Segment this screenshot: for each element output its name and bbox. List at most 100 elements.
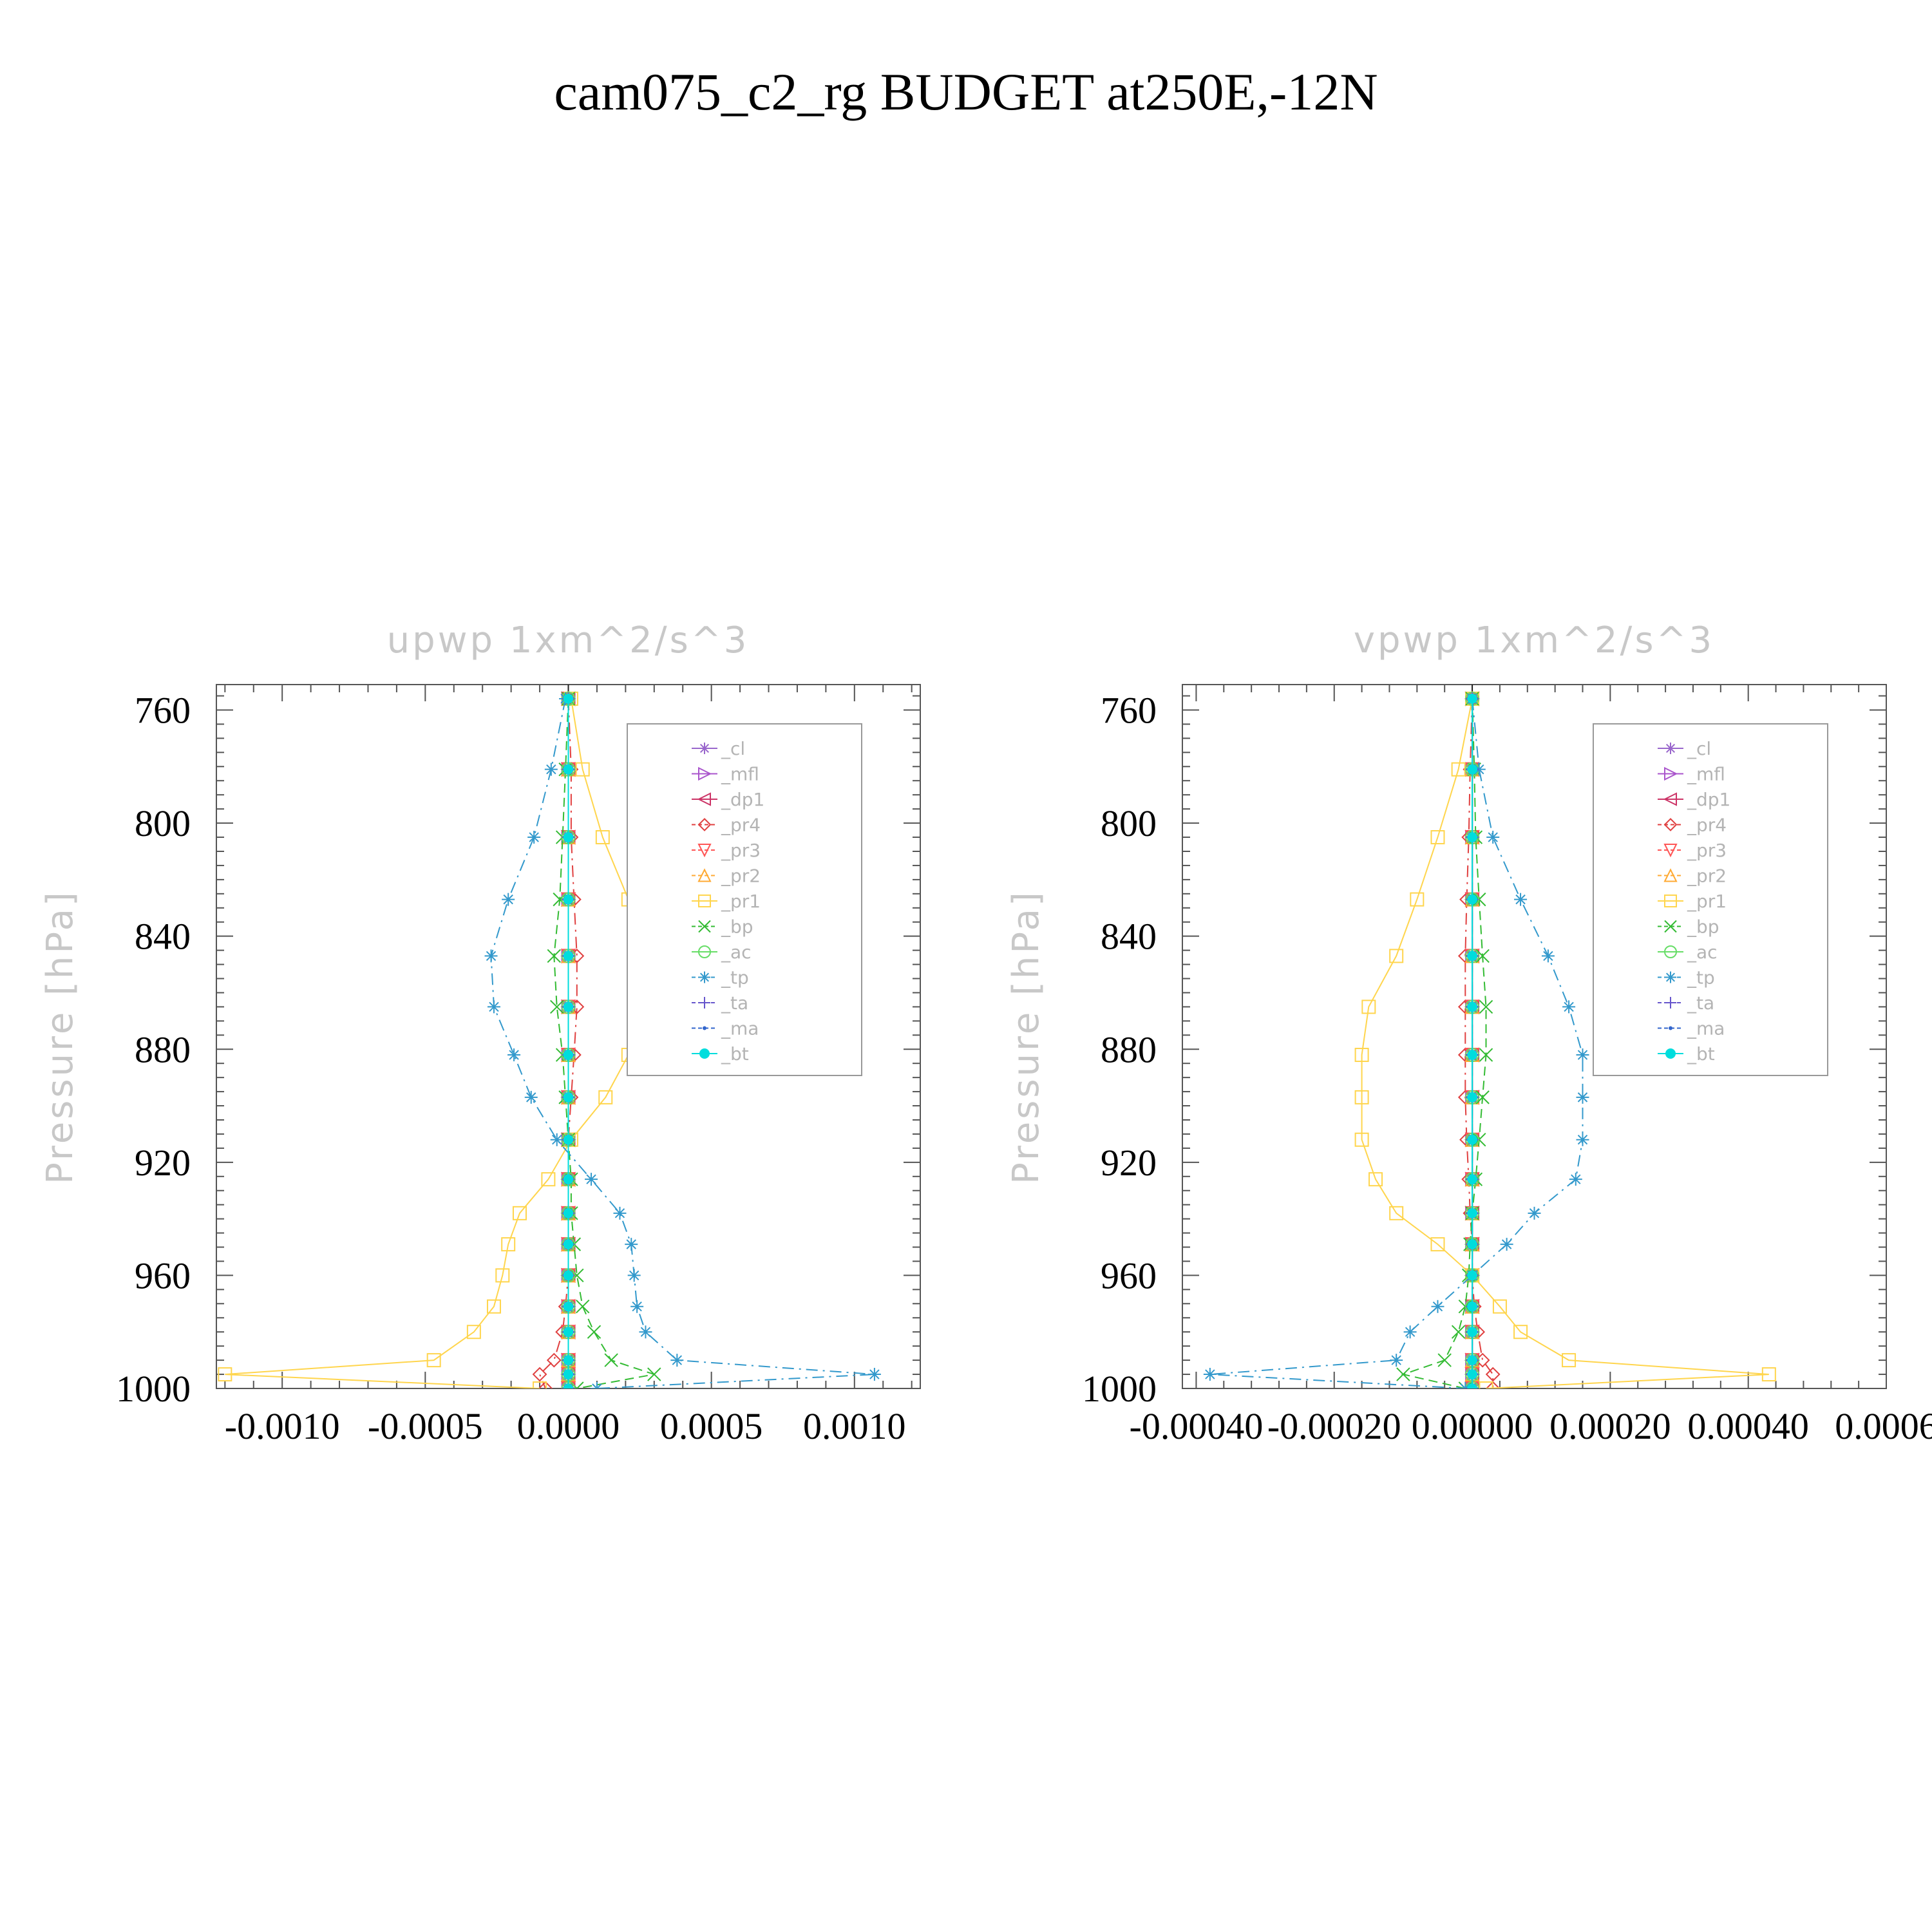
- legend-label: _pr4: [721, 815, 761, 836]
- y-tick-label: 800: [135, 802, 191, 844]
- data-point: [613, 1206, 627, 1220]
- legend: _cl _mfl _dp1 _pr4 _pr3 _pr2 _pr1 _bp _ac _tp _ta _…: [627, 723, 862, 1076]
- data-point: [1576, 1048, 1589, 1062]
- data-point: [1528, 1206, 1541, 1220]
- data-point: [563, 1270, 574, 1281]
- data-point: [1475, 1090, 1490, 1104]
- legend-label: _bt: [1687, 1043, 1715, 1065]
- data-point: [563, 1369, 574, 1380]
- data-point: [1451, 762, 1466, 777]
- legend-box: [1593, 723, 1828, 1076]
- series-line: [1361, 698, 1769, 1388]
- legend-label: _ma: [1687, 1018, 1725, 1039]
- legend-marker: [1665, 997, 1676, 1009]
- x-tick-label: 0.00000: [1412, 1405, 1533, 1447]
- data-point: [1467, 1050, 1478, 1061]
- legend: _cl _mfl _dp1 _pr4 _pr3 _pr2 _pr1 _bp _ac _tp _ta _…: [1593, 723, 1828, 1076]
- data-point: [1467, 1208, 1478, 1218]
- y-tick-label: 840: [135, 916, 191, 958]
- series-line: [1401, 698, 1487, 1388]
- data-point: [1467, 1001, 1478, 1012]
- x-tick-label: -0.0010: [225, 1405, 340, 1447]
- data-point: [563, 1092, 574, 1103]
- data-point: [1761, 1367, 1776, 1382]
- data-point: [1354, 1048, 1369, 1063]
- legend-label: _bp: [721, 916, 753, 938]
- legend-marker: [697, 818, 712, 831]
- legend-marker: [1663, 868, 1678, 882]
- data-point: [1485, 1367, 1501, 1382]
- chart-panel-2: vpwp 1xm^2/s^3 Pressure [hPa] 760 800 840 880…: [1005, 620, 1932, 1447]
- data-point: [1203, 1368, 1217, 1381]
- data-point: [563, 951, 574, 961]
- data-point: [550, 1133, 564, 1146]
- y-tick-label: 960: [1101, 1255, 1157, 1296]
- legend-label: _tp: [1687, 967, 1715, 989]
- data-point: [1467, 1301, 1478, 1312]
- x-tick-label: -0.0005: [368, 1405, 483, 1447]
- data-point: [218, 1367, 232, 1382]
- data-point: [1569, 1173, 1582, 1186]
- y-axis-label: Pressure [hPa]: [39, 889, 81, 1184]
- y-tick-label: 960: [135, 1255, 191, 1296]
- y-tick-label: 760: [135, 690, 191, 732]
- data-point: [1479, 1048, 1493, 1062]
- data-point: [1467, 832, 1478, 843]
- data-point: [495, 1268, 510, 1283]
- data-point: [1485, 1381, 1501, 1388]
- y-axis-label: Pressure [hPa]: [1005, 889, 1047, 1184]
- data-point: [1467, 764, 1478, 775]
- data-point: [563, 894, 574, 905]
- x-tick-label: 0.0000: [517, 1405, 620, 1447]
- data-point: [486, 1299, 501, 1314]
- legend-label: _ta: [721, 992, 748, 1014]
- data-point: [563, 1301, 574, 1312]
- legend-marker: [697, 844, 712, 858]
- legend-label: _ac: [721, 942, 752, 963]
- data-point: [507, 1048, 521, 1062]
- chart-panel-1: upwp 1xm^2/s^3 Pressure [hPa] 760 800 840 880…: [39, 620, 921, 1447]
- series-bt: [1467, 693, 1478, 1388]
- legend-marker: [1664, 945, 1677, 958]
- data-point: [1500, 1238, 1513, 1251]
- x-tick-label: -0.00040: [1130, 1405, 1264, 1447]
- y-tick-label: 920: [135, 1142, 191, 1184]
- data-point: [502, 893, 515, 906]
- legend-label: _pr2: [1687, 866, 1727, 887]
- legend-marker: [1665, 1048, 1676, 1059]
- data-point: [639, 1325, 652, 1339]
- data-point: [1541, 949, 1555, 963]
- data-point: [1403, 1325, 1417, 1339]
- series-tp: [1203, 692, 1589, 1388]
- legend-marker: [1665, 971, 1676, 983]
- data-point: [466, 1325, 481, 1340]
- data-point: [1467, 1369, 1478, 1380]
- legend-label: _mfl: [1687, 764, 1725, 785]
- data-point: [563, 1327, 574, 1338]
- legend-marker: [697, 792, 711, 806]
- y-tick-label: 800: [1101, 802, 1157, 844]
- legend-marker: [1663, 792, 1677, 806]
- data-point: [563, 693, 574, 704]
- data-point: [563, 1208, 574, 1218]
- data-point: [1467, 894, 1478, 905]
- data-point: [544, 762, 558, 776]
- data-point: [1472, 762, 1486, 776]
- series-line: [1209, 698, 1584, 1388]
- legend-marker: [703, 1026, 706, 1030]
- y-tick-label: 880: [135, 1028, 191, 1070]
- data-point: [627, 1269, 641, 1282]
- data-point: [1410, 892, 1425, 907]
- legend-label: _bp: [1687, 916, 1719, 938]
- data-point: [1467, 1174, 1478, 1185]
- data-point: [538, 1381, 553, 1388]
- data-point: [587, 1325, 601, 1339]
- x-tick-label: 0.0010: [803, 1405, 906, 1447]
- legend-label: _pr2: [721, 866, 761, 887]
- legend-label: _ac: [1687, 942, 1718, 963]
- legend-label: _ma: [721, 1018, 759, 1039]
- data-point: [1396, 1367, 1410, 1381]
- series-tp: [484, 692, 881, 1388]
- data-point: [1467, 1239, 1478, 1250]
